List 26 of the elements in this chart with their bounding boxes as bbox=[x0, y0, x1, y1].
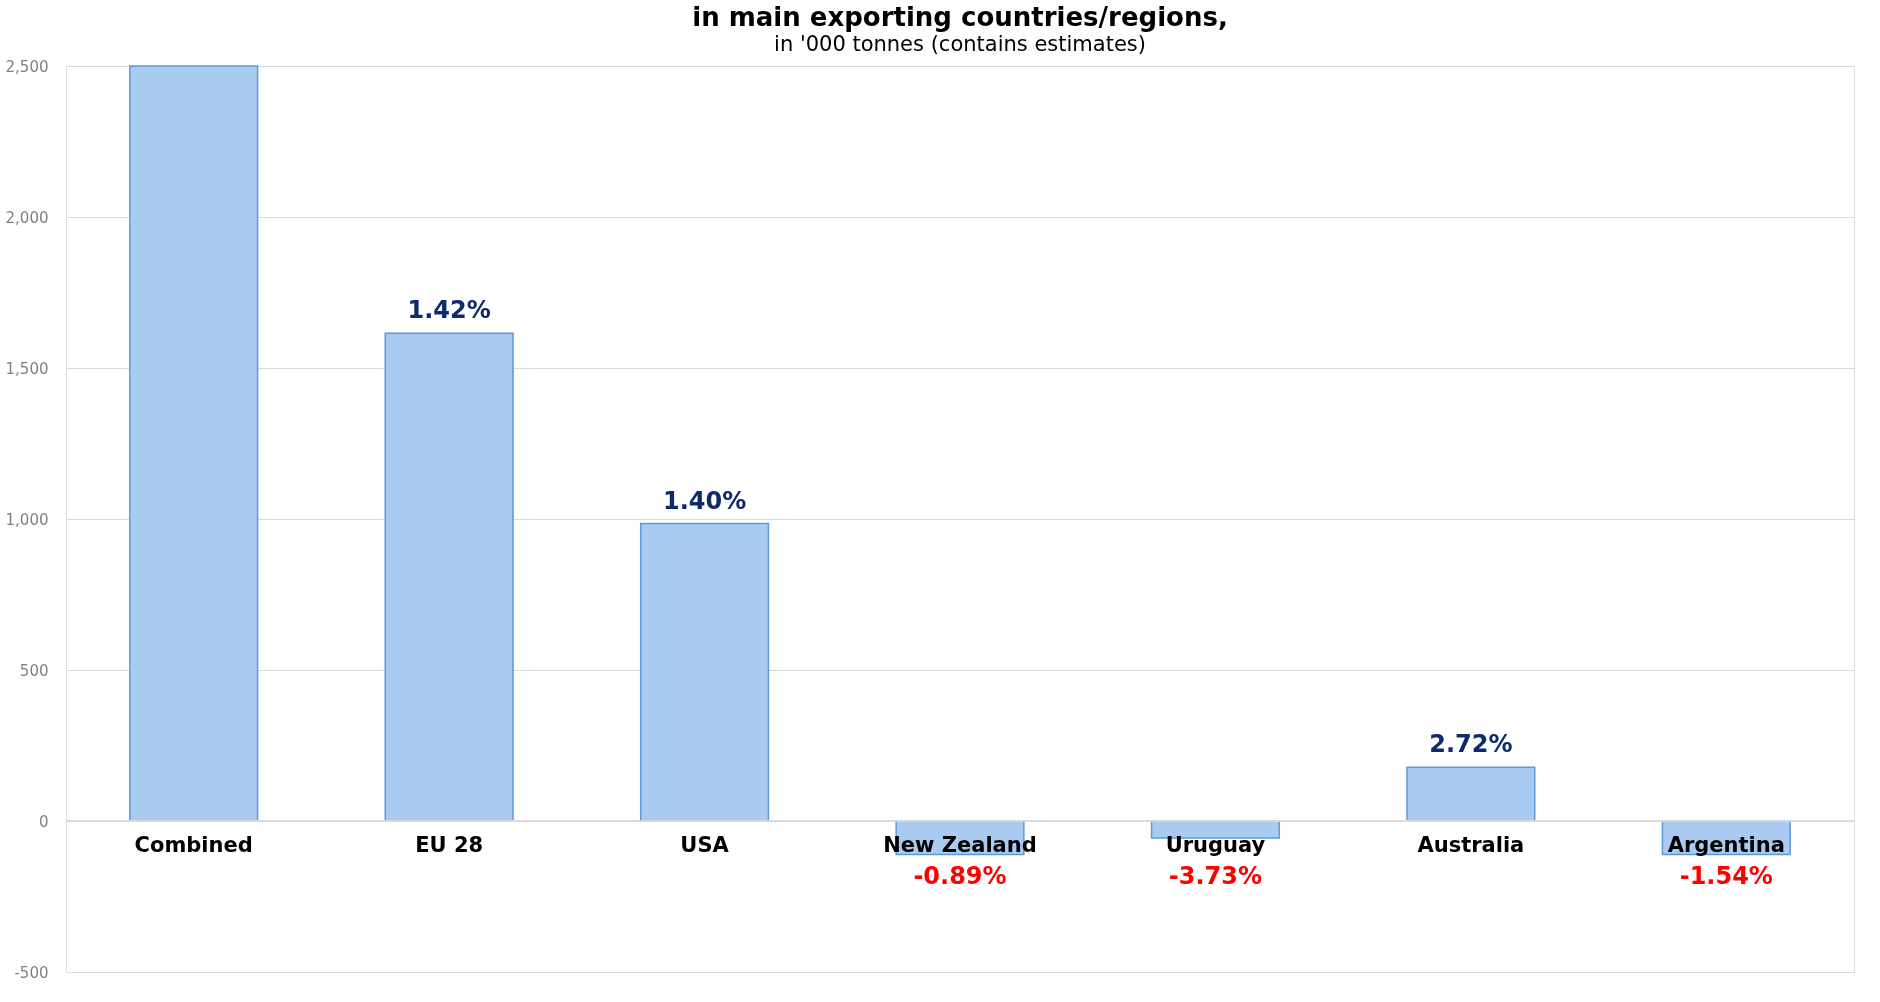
annotation: -3.73% bbox=[1168, 862, 1263, 890]
x-tick-label: Uruguay bbox=[1165, 833, 1266, 857]
bar bbox=[384, 332, 514, 822]
bar bbox=[129, 65, 259, 822]
x-tick-label: Combined bbox=[134, 833, 253, 857]
y-tick-label: -500 bbox=[14, 963, 49, 982]
y-tick-label: 0 bbox=[38, 812, 49, 831]
x-tick-label: Australia bbox=[1417, 833, 1525, 857]
y-tick-label: 500 bbox=[19, 661, 49, 680]
y-tick-label: 1,000 bbox=[5, 510, 49, 529]
x-tick-label: EU 28 bbox=[415, 833, 484, 857]
y-tick-label: 2,000 bbox=[5, 208, 49, 227]
y-tick-label: 1,500 bbox=[5, 359, 49, 378]
bar bbox=[1406, 766, 1536, 822]
annotation: 2.72% bbox=[1429, 730, 1513, 759]
y-tick-label: 2,500 bbox=[5, 57, 49, 76]
x-tick-label: New Zealand bbox=[883, 833, 1037, 857]
bar bbox=[639, 522, 770, 822]
x-tick-label: Argentina bbox=[1667, 833, 1785, 857]
annotation: 1.40% bbox=[662, 486, 747, 515]
annotation: 1.42% bbox=[407, 296, 491, 325]
chart-title: in main exporting countries/regions, bbox=[692, 2, 1228, 32]
annotation: -1.54% bbox=[1679, 862, 1773, 890]
annotation: -0.89% bbox=[913, 862, 1007, 890]
x-tick-label: USA bbox=[680, 833, 730, 857]
chart-subtitle: in '000 tonnes (contains estimates) bbox=[774, 32, 1146, 56]
